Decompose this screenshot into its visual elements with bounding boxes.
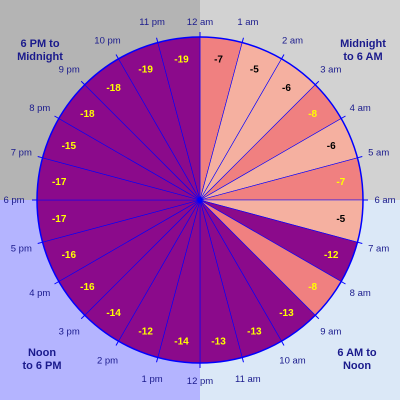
hour-label: 8 pm [29, 103, 50, 114]
hour-label: 9 am [320, 326, 341, 337]
data-label: -12 [324, 250, 339, 261]
dial-center-dot [197, 197, 203, 203]
quadrant-label-top-left-line1: 6 PM to [20, 38, 59, 50]
data-label: -6 [282, 83, 291, 94]
data-label: -17 [52, 177, 67, 188]
data-label: -13 [211, 336, 226, 347]
data-label: -7 [336, 177, 345, 188]
hour-tick [80, 314, 86, 320]
hour-tick [54, 115, 60, 119]
data-label: -15 [62, 141, 77, 152]
hour-label: 10 pm [94, 35, 120, 46]
hour-tick [314, 80, 320, 86]
data-label: -8 [308, 109, 317, 120]
hour-label: 7 pm [11, 148, 32, 159]
hour-tick [54, 281, 60, 285]
hour-tick [281, 340, 285, 346]
hour-label: 4 am [350, 103, 371, 114]
quadrant-label-top-left-line2: Midnight [17, 51, 63, 63]
hour-tick [115, 340, 119, 346]
quadrant-label-bottom-left-line2: to 6 PM [22, 360, 61, 372]
hour-label: 8 am [350, 288, 371, 299]
hour-label: 11 am [235, 374, 261, 385]
hour-label: 6 pm [3, 195, 24, 206]
hour-tick [156, 37, 159, 43]
data-label: -17 [52, 214, 67, 225]
hour-label: 7 am [368, 243, 389, 254]
quadrant-label-top-right-line2: to 6 AM [343, 51, 382, 63]
hour-tick [156, 357, 159, 363]
data-label: -16 [62, 250, 77, 261]
data-label: -14 [106, 308, 121, 319]
quadrant-label-top-right-line1: Midnight [340, 38, 386, 50]
data-label: -16 [80, 282, 95, 293]
hour-tick [37, 156, 43, 159]
hour-label: 1 am [237, 17, 258, 28]
data-label: -12 [138, 327, 153, 338]
hour-label: 6 am [374, 195, 395, 206]
hour-label: 9 pm [59, 65, 80, 76]
hour-label: 12 am [187, 17, 213, 28]
hour-tick [357, 156, 363, 159]
data-label: -13 [247, 327, 262, 338]
data-label: -18 [80, 109, 95, 120]
hour-tick [241, 37, 244, 43]
hour-tick [314, 314, 320, 320]
value-labels-group: -7 -5 -6 -8 -6 -7 -5 -12 -8 -13 -13 -13 -14 -12 -14 -16… [52, 55, 346, 348]
hour-label: 3 pm [59, 326, 80, 337]
hour-tick [115, 54, 119, 60]
hour-label: 3 am [320, 65, 341, 76]
data-label: -14 [174, 336, 189, 347]
hour-label: 5 am [368, 148, 389, 159]
hour-tick [340, 281, 346, 285]
hour-label: 10 am [279, 356, 305, 367]
quadrant-label-bottom-right-line1: 6 AM to [337, 347, 377, 359]
hour-tick [281, 54, 285, 60]
quadrant-label-bottom-right-line2: Noon [343, 360, 371, 372]
data-label: -19 [174, 55, 189, 66]
data-label: -5 [250, 64, 259, 75]
hour-tick [357, 241, 363, 244]
hour-tick [241, 357, 244, 363]
data-label: -7 [214, 55, 223, 66]
data-label: -6 [327, 141, 336, 152]
hour-label: 2 pm [97, 356, 118, 367]
data-label: -8 [308, 282, 317, 293]
hour-tick [340, 115, 346, 119]
hour-label: 11 pm [139, 17, 165, 28]
data-label: -19 [138, 64, 153, 75]
hour-tick [80, 80, 86, 86]
hour-label: 1 pm [142, 374, 163, 385]
data-label: -5 [336, 214, 345, 225]
slices-group [36, 36, 364, 364]
hour-label: 2 am [282, 35, 303, 46]
hour-labels-group: 12 am 1 am 2 am 3 am 4 am 5 am 6 am 7 am 8 am 9 a… [3, 17, 395, 387]
data-label: -18 [106, 83, 121, 94]
quadrant-label-bottom-left-line1: Noon [28, 347, 56, 359]
data-label: -13 [279, 308, 294, 319]
hour-label: 4 pm [29, 288, 50, 299]
hour-label: 5 pm [11, 243, 32, 254]
hour-tick [37, 241, 43, 244]
hour-label: 12 pm [187, 376, 213, 387]
